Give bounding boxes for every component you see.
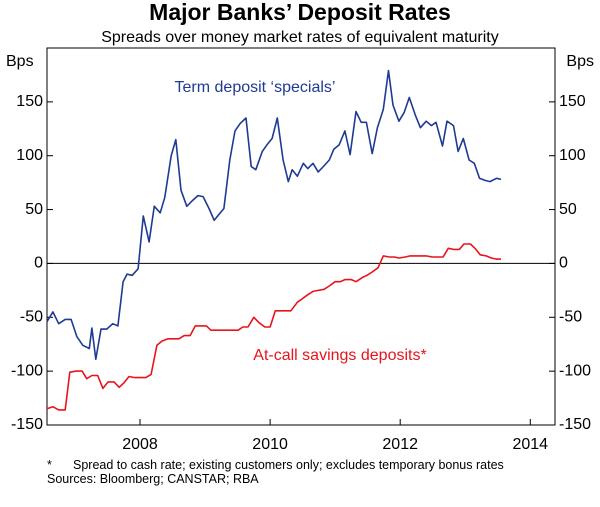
chart: Major Banks’ Deposit Rates Spreads over …: [6, 0, 594, 453]
x-tick-label: 2014: [512, 436, 548, 453]
footnote-row: * Spread to cash rate; existing customer…: [47, 458, 587, 472]
y-tick-label: 0: [34, 255, 43, 272]
footnote-marker: *: [47, 458, 52, 472]
y2-tick-label: -50: [559, 309, 582, 326]
series-label: Term deposit ‘specials’: [175, 79, 336, 96]
y-tick-label: -50: [20, 309, 43, 326]
y2-tick-label: -100: [559, 362, 591, 379]
y-tick-label: 50: [25, 201, 43, 218]
chart-subtitle: Spreads over money market rates of equiv…: [101, 29, 499, 46]
plot-frame: [46, 47, 556, 426]
series-label: At-call savings deposits*: [253, 347, 426, 364]
y-tick-label: 100: [16, 147, 43, 164]
y2-tick-label: -150: [559, 416, 591, 433]
x-tick-label: 2008: [122, 436, 158, 453]
y2-tick-label: 100: [559, 147, 586, 164]
y-tick-label: 150: [16, 93, 43, 110]
y-tick-label: -150: [11, 416, 43, 433]
y2-tick-label: 0: [559, 255, 568, 272]
x-tick-label: 2010: [252, 436, 288, 453]
y-axis-label: Bps: [6, 53, 34, 70]
y2-tick-label: 50: [559, 201, 577, 218]
y-tick-label: -100: [11, 362, 43, 379]
source: Sources: Bloomberg; CANSTAR; RBA: [47, 472, 259, 486]
y2-axis-label: Bps: [566, 53, 594, 70]
y2-tick-label: 150: [559, 93, 586, 110]
notes: * Spread to cash rate; existing customer…: [47, 458, 587, 486]
series-line: [46, 69, 502, 361]
footnote: Spread to cash rate; existing customers …: [73, 458, 504, 472]
x-tick-label: 2012: [382, 436, 418, 453]
chart-title: Major Banks’ Deposit Rates: [149, 0, 451, 25]
series-line: [46, 243, 501, 411]
